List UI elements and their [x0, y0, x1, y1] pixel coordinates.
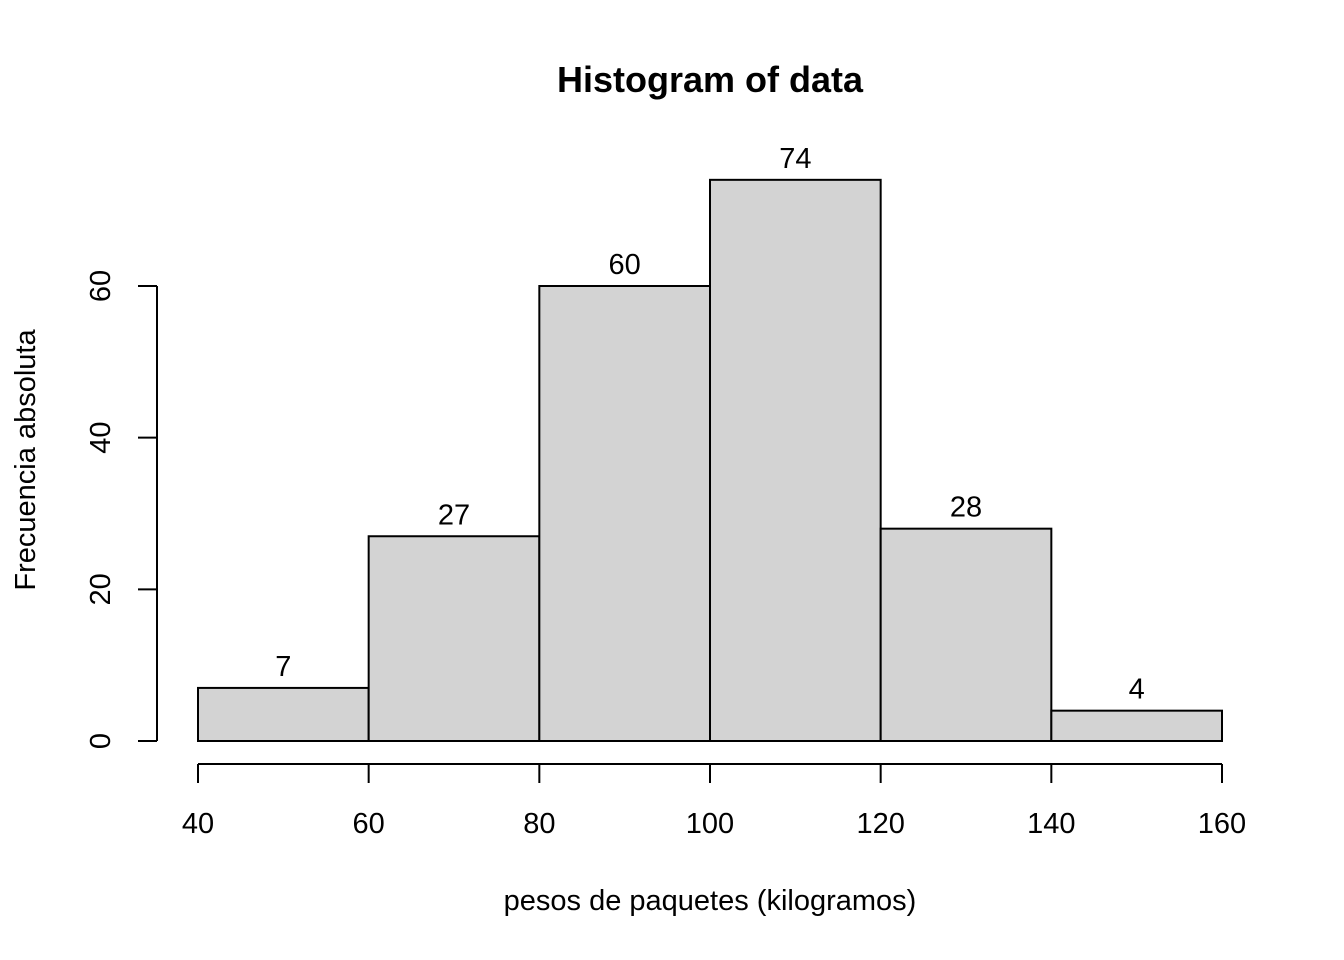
chart-title: Histogram of data [557, 59, 864, 100]
bars-group [197, 178, 1224, 743]
bar-count-label-60-80: 27 [438, 499, 470, 531]
y-tick-label-60: 60 [85, 270, 117, 302]
y-axis: 0 20 40 60 [85, 270, 158, 749]
x-tick-label-60: 60 [353, 808, 385, 840]
histogram-bar-100-120 [709, 178, 882, 743]
bar-count-label-80-100: 60 [609, 249, 641, 281]
x-tick-label-160: 160 [1198, 808, 1246, 840]
histogram-bar-120-140 [879, 527, 1053, 743]
histogram-bar-40-60 [197, 686, 370, 743]
x-tick-label-140: 140 [1027, 808, 1075, 840]
x-tick-label-40: 40 [182, 808, 214, 840]
bar-count-label-120-140: 28 [950, 492, 982, 524]
x-tick-label-120: 120 [856, 808, 904, 840]
y-tick-label-20: 20 [85, 573, 117, 605]
y-tick-label-0: 0 [85, 733, 117, 749]
y-tick-label-40: 40 [85, 422, 117, 454]
histogram-bar-60-80 [367, 535, 541, 742]
bar-count-label-140-160: 4 [1129, 674, 1145, 706]
bar-count-label-40-60: 7 [275, 651, 291, 683]
histogram-bar-140-160 [1050, 709, 1224, 743]
y-axis-label: Frecuencia absoluta [10, 329, 42, 591]
x-tick-label-80: 80 [523, 808, 555, 840]
x-tick-label-100: 100 [686, 808, 734, 840]
x-axis-label: pesos de paquetes (kilogramos) [504, 885, 917, 917]
bar-labels-group: 7 27 60 74 28 4 [275, 143, 1144, 706]
x-axis: 40 60 80 100 120 140 160 [182, 763, 1246, 840]
histogram-bar-80-100 [538, 285, 711, 742]
bar-count-label-100-120: 74 [779, 143, 811, 175]
